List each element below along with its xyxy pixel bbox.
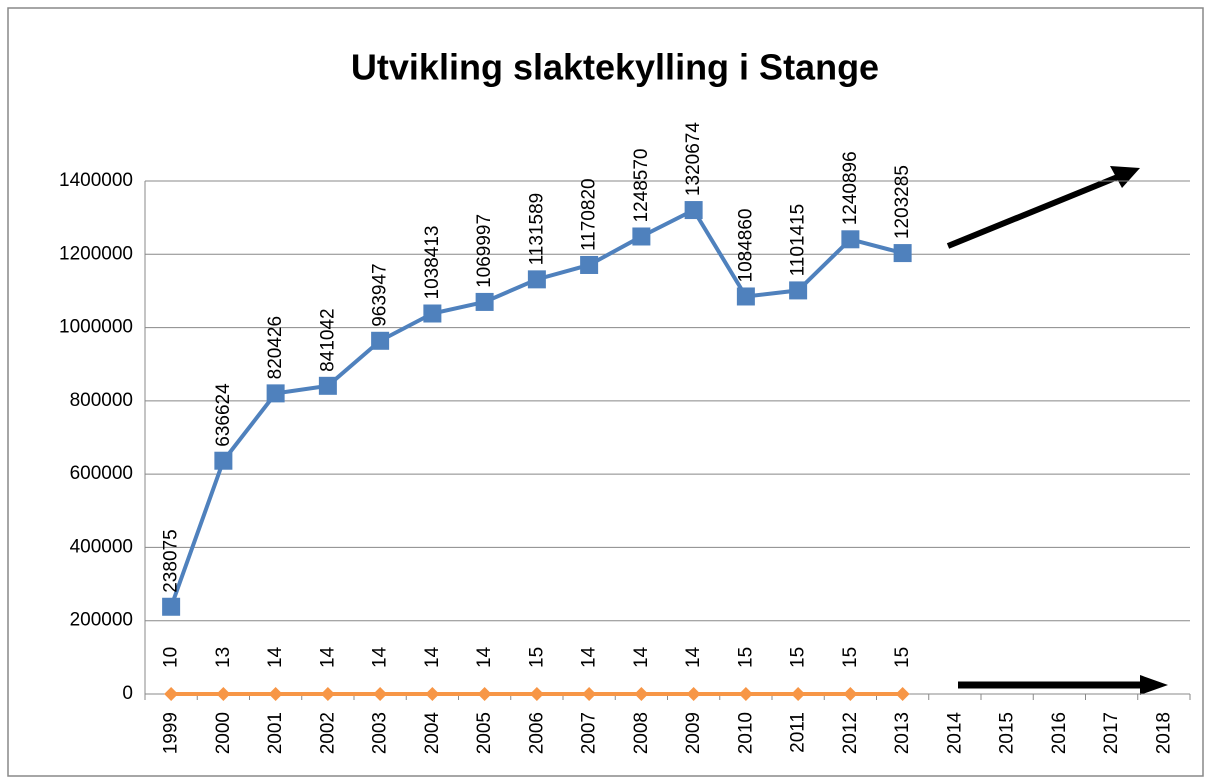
x-tick-label: 2014 bbox=[944, 712, 965, 755]
x-tick-label: 2001 bbox=[265, 712, 286, 754]
x-tick-label: 2013 bbox=[892, 712, 913, 754]
y-tick-label: 1200000 bbox=[59, 243, 133, 264]
data-label: 14 bbox=[631, 646, 652, 668]
y-tick-label: 0 bbox=[122, 683, 133, 704]
x-tick-label: 2008 bbox=[631, 712, 652, 754]
x-tick-label: 2015 bbox=[997, 712, 1018, 754]
data-label: 14 bbox=[265, 646, 286, 668]
data-label: 15 bbox=[735, 647, 756, 668]
x-tick-label: 2002 bbox=[317, 712, 338, 754]
data-label: 13 bbox=[213, 647, 234, 668]
data-label: 1320674 bbox=[683, 122, 704, 196]
data-label: 1240896 bbox=[840, 151, 861, 225]
x-tick-label: 2006 bbox=[526, 712, 547, 754]
data-label: 14 bbox=[370, 646, 391, 668]
marker bbox=[528, 270, 546, 288]
marker bbox=[632, 227, 650, 245]
x-tick-label: 2017 bbox=[1101, 712, 1122, 754]
data-label: 1248570 bbox=[631, 149, 652, 223]
marker bbox=[267, 384, 285, 402]
x-tick-label: 2005 bbox=[474, 712, 495, 754]
marker bbox=[737, 287, 755, 305]
data-label: 1069997 bbox=[474, 214, 495, 288]
data-label: 14 bbox=[422, 646, 443, 668]
chart-title: Utvikling slaktekylling i Stange bbox=[351, 47, 879, 88]
marker bbox=[371, 332, 389, 350]
data-label: 15 bbox=[526, 647, 547, 668]
data-label: 238075 bbox=[161, 529, 182, 592]
y-tick-label: 800000 bbox=[70, 390, 133, 411]
y-tick-label: 400000 bbox=[70, 536, 133, 557]
x-tick-label: 2000 bbox=[213, 712, 234, 754]
marker bbox=[214, 452, 232, 470]
marker bbox=[685, 201, 703, 219]
data-label: 1170820 bbox=[579, 178, 600, 251]
data-label: 963947 bbox=[370, 263, 391, 326]
x-tick-label: 2010 bbox=[735, 712, 756, 754]
data-label: 14 bbox=[474, 646, 495, 668]
marker bbox=[894, 244, 912, 262]
data-label: 14 bbox=[683, 646, 704, 668]
marker bbox=[789, 281, 807, 299]
x-tick-label: 2011 bbox=[788, 712, 809, 753]
data-label: 15 bbox=[892, 647, 913, 668]
y-tick-label: 1400000 bbox=[59, 170, 133, 191]
marker bbox=[319, 377, 337, 395]
y-tick-label: 600000 bbox=[70, 463, 133, 484]
data-label: 820426 bbox=[265, 316, 286, 379]
data-label: 1101415 bbox=[788, 204, 809, 277]
data-label: 1131589 bbox=[526, 193, 547, 266]
marker bbox=[423, 304, 441, 322]
x-tick-label: 2003 bbox=[370, 712, 391, 754]
x-tick-label: 2018 bbox=[1153, 712, 1174, 754]
data-label: 841042 bbox=[317, 308, 338, 371]
data-label: 15 bbox=[788, 647, 809, 668]
x-tick-label: 2016 bbox=[1049, 712, 1070, 754]
data-label: 1038413 bbox=[422, 226, 443, 300]
data-label: 1084860 bbox=[735, 209, 756, 283]
chart-frame bbox=[8, 8, 1203, 776]
y-tick-label: 200000 bbox=[70, 610, 133, 631]
marker bbox=[162, 598, 180, 616]
data-label: 10 bbox=[161, 647, 182, 668]
marker bbox=[476, 293, 494, 311]
data-label: 636624 bbox=[213, 383, 234, 447]
data-label: 15 bbox=[840, 647, 861, 668]
x-tick-label: 1999 bbox=[161, 712, 182, 754]
data-label: 14 bbox=[317, 646, 338, 668]
y-tick-label: 1000000 bbox=[59, 317, 133, 338]
x-tick-label: 2009 bbox=[683, 712, 704, 754]
data-label: 14 bbox=[579, 646, 600, 668]
x-tick-label: 2012 bbox=[840, 712, 861, 754]
marker bbox=[580, 256, 598, 274]
x-tick-label: 2004 bbox=[422, 712, 443, 755]
x-tick-label: 2007 bbox=[579, 712, 600, 754]
marker bbox=[841, 230, 859, 248]
data-label: 1203285 bbox=[892, 165, 913, 239]
